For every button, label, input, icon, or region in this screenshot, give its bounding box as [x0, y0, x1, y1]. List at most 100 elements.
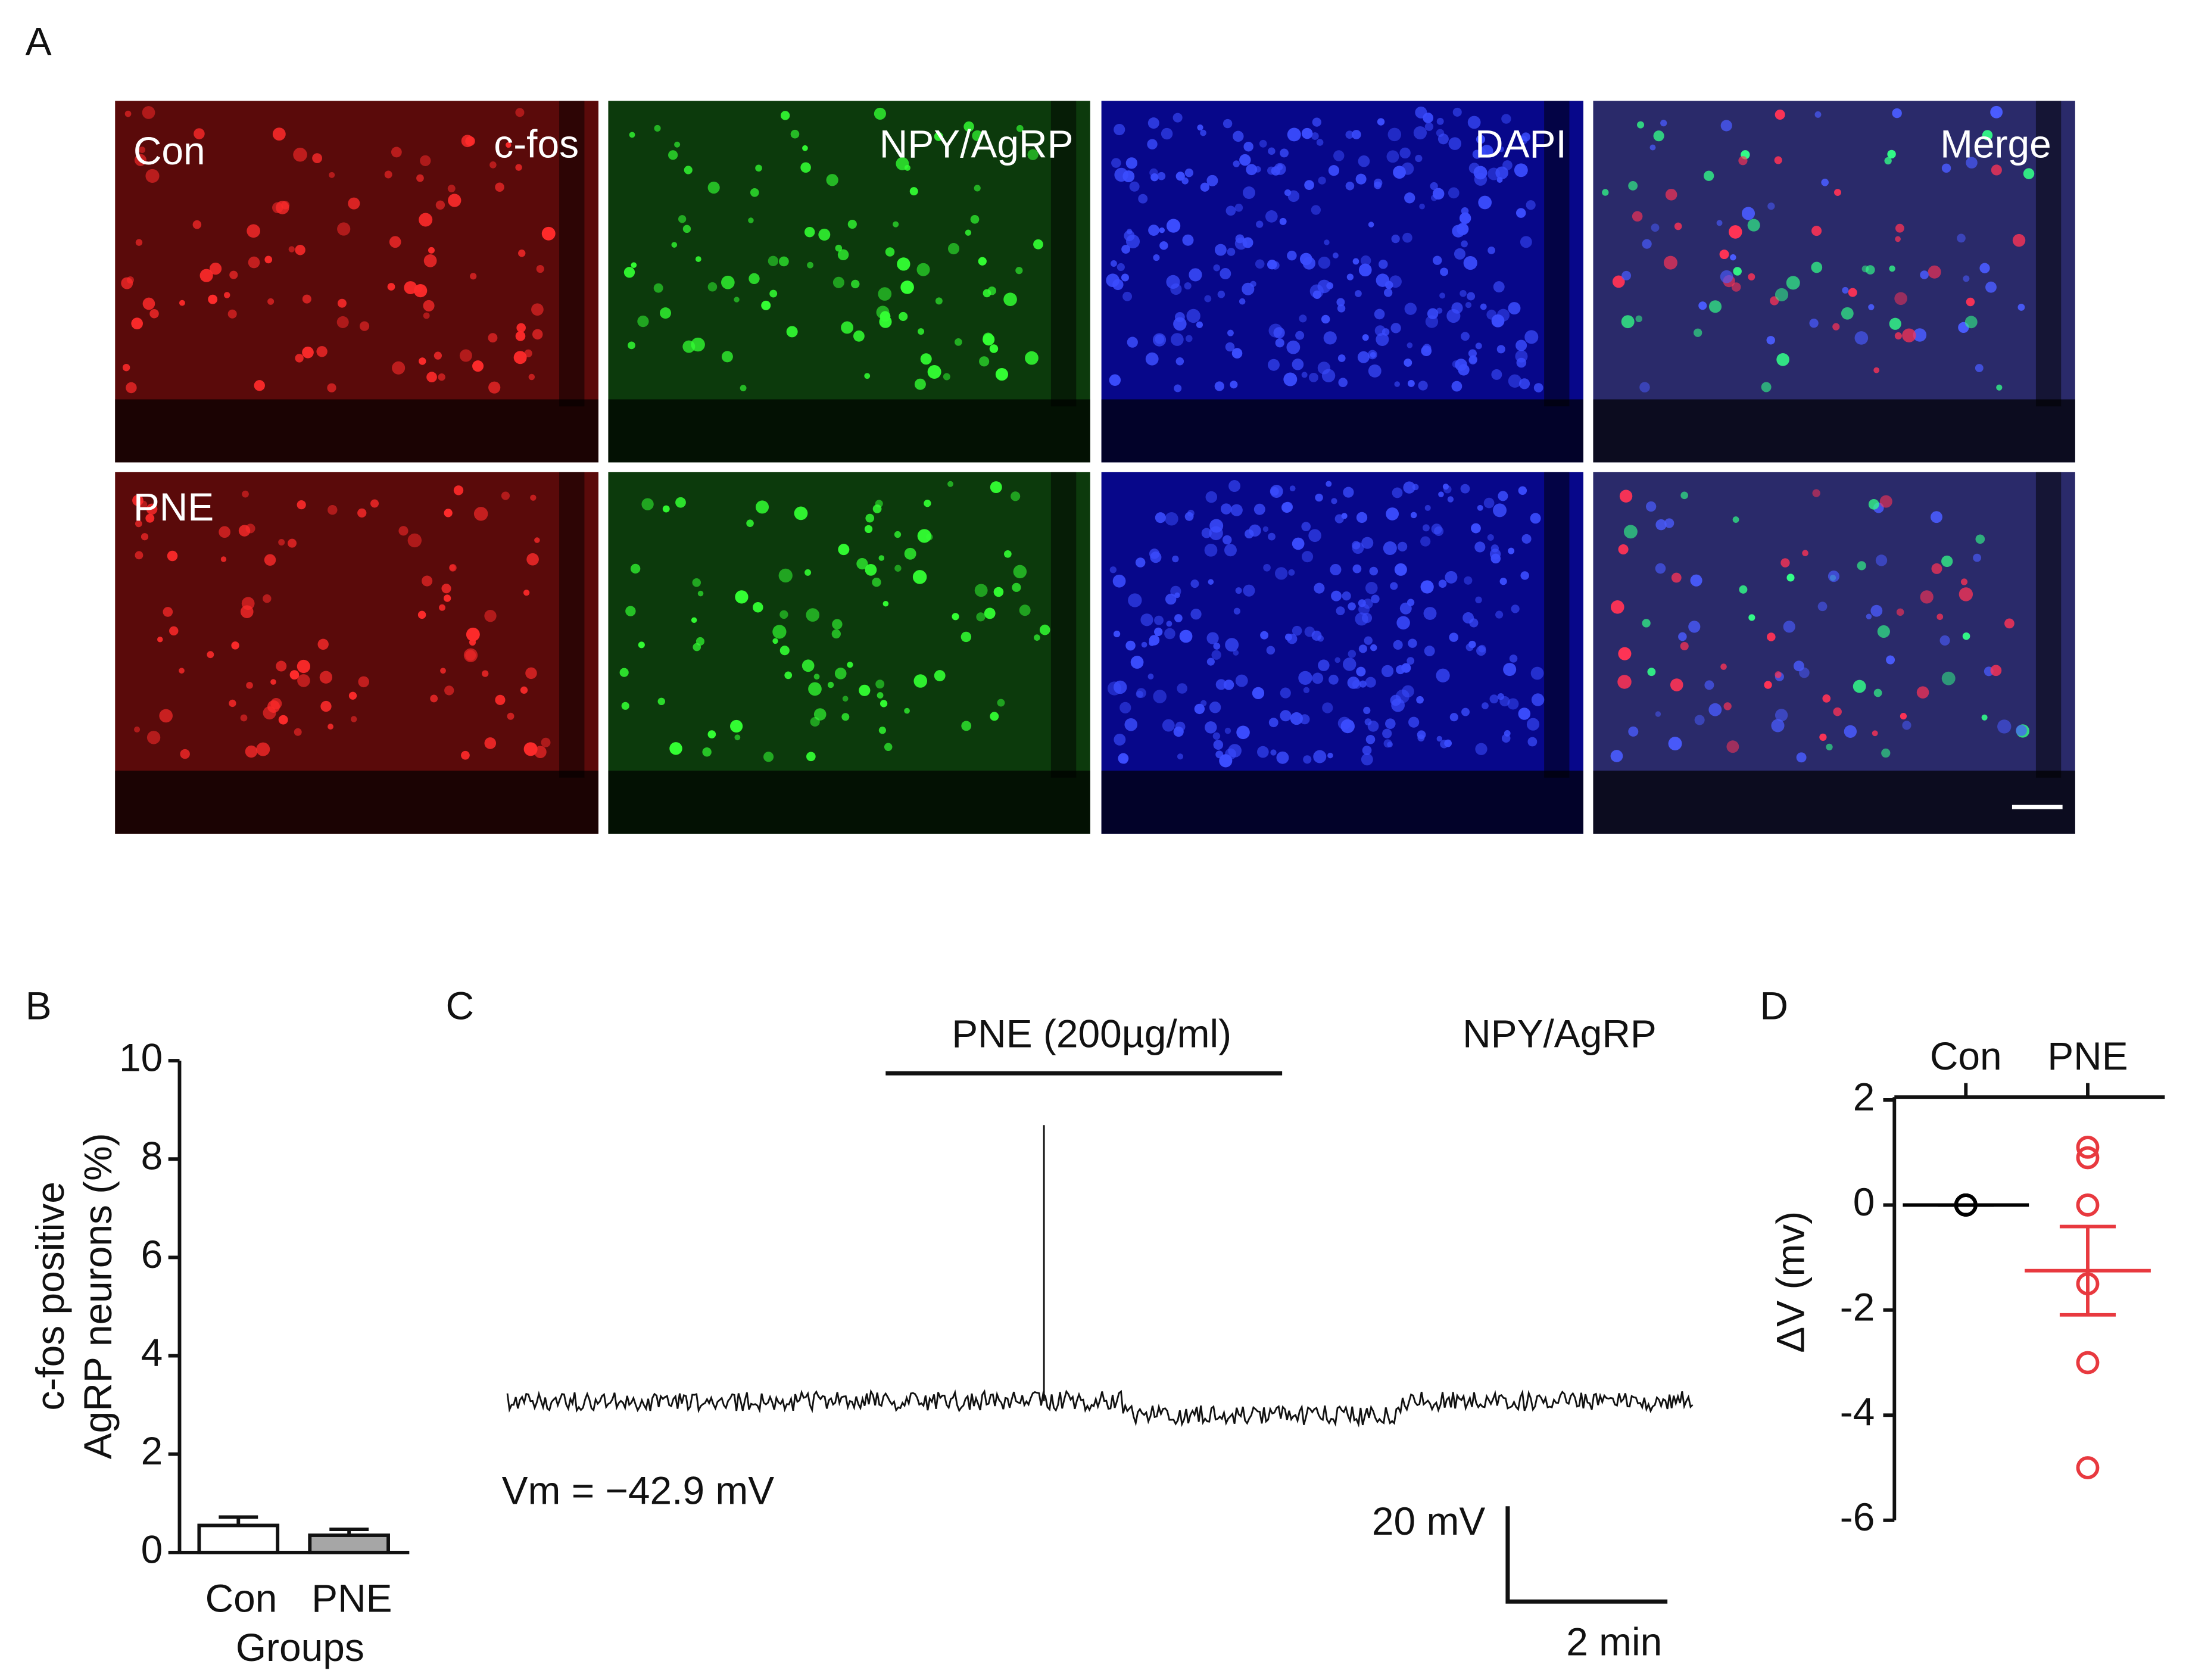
- cell: [893, 221, 899, 227]
- cell: [1147, 117, 1159, 129]
- cell: [470, 273, 477, 280]
- cell: [1227, 329, 1234, 336]
- cell: [1678, 632, 1687, 641]
- cell: [818, 229, 831, 241]
- cell: [1520, 236, 1532, 248]
- cell: [287, 538, 297, 548]
- cell: [146, 731, 161, 744]
- cell: [242, 490, 249, 498]
- data-point: [2076, 1135, 2100, 1159]
- cell: [1900, 713, 1907, 720]
- cell: [721, 351, 733, 363]
- cell: [947, 243, 960, 255]
- cell: [518, 250, 526, 257]
- cell: [142, 106, 155, 119]
- cell: [1941, 555, 1953, 568]
- cell: [1468, 640, 1476, 649]
- cell: [1004, 550, 1012, 558]
- cell: [1821, 178, 1829, 186]
- cell: [1618, 544, 1629, 555]
- cell: [1451, 381, 1462, 392]
- cell: [623, 267, 635, 278]
- cell: [1225, 205, 1236, 216]
- cell: [1337, 354, 1346, 362]
- cell: [1268, 359, 1280, 371]
- cell: [423, 254, 437, 267]
- cell: [806, 608, 820, 622]
- cell: [1109, 566, 1117, 573]
- cell: [1720, 270, 1733, 283]
- panel-label: A: [26, 20, 52, 64]
- micrograph: [1101, 472, 1583, 834]
- cell: [179, 668, 185, 674]
- cell: [1690, 574, 1702, 587]
- cell: [734, 734, 741, 741]
- cell: [1154, 615, 1164, 625]
- cell: [1347, 677, 1360, 689]
- cell: [806, 752, 816, 762]
- cell: [1225, 342, 1235, 352]
- cell: [934, 132, 943, 141]
- cell: [1177, 753, 1184, 760]
- cell: [541, 226, 556, 241]
- cell: [1660, 120, 1667, 127]
- cell: [1408, 638, 1417, 648]
- cell: [1962, 632, 1970, 640]
- cell: [526, 553, 539, 566]
- cell: [1619, 490, 1633, 503]
- cell: [1301, 551, 1314, 563]
- cell: [423, 300, 435, 311]
- cell: [1475, 743, 1488, 755]
- cell: [1881, 748, 1891, 758]
- cell: [876, 306, 890, 319]
- cell: [1301, 127, 1313, 139]
- cell: [1896, 608, 1904, 616]
- cell: [1220, 503, 1232, 515]
- cell: [897, 257, 910, 271]
- cell: [241, 597, 255, 610]
- cell: [1632, 211, 1643, 222]
- cell: [1748, 614, 1755, 621]
- cell: [1217, 291, 1225, 298]
- cell: [1011, 491, 1021, 501]
- cell: [1868, 304, 1875, 310]
- cell: [1461, 240, 1468, 248]
- cell: [1256, 746, 1269, 758]
- cell: [1452, 360, 1460, 368]
- cell: [1853, 680, 1866, 693]
- ventricle: [559, 472, 585, 778]
- cell: [370, 499, 379, 508]
- cell: [488, 333, 498, 343]
- cell: [984, 607, 996, 619]
- cell: [1449, 713, 1458, 722]
- cell: [1374, 308, 1385, 320]
- cell: [1775, 671, 1782, 678]
- cell: [297, 674, 310, 687]
- cell: [1287, 127, 1301, 142]
- cell: [1467, 292, 1476, 301]
- cell: [1732, 516, 1739, 523]
- cell: [934, 670, 946, 681]
- ventricle: [2035, 101, 2062, 407]
- cell: [422, 575, 433, 587]
- cell: [1228, 480, 1241, 492]
- cell: [838, 544, 850, 556]
- cell: [1474, 173, 1488, 186]
- panel-label: B: [26, 983, 52, 1027]
- cell: [1719, 250, 1729, 260]
- cell: [1688, 621, 1701, 633]
- ventricle: [2035, 472, 2062, 778]
- cell: [1012, 582, 1021, 592]
- cell: [1213, 740, 1224, 750]
- column-label: Merge: [1940, 121, 2051, 166]
- cell: [1623, 525, 1638, 539]
- cell: [1452, 107, 1462, 117]
- cell: [807, 261, 813, 269]
- cell: [1775, 288, 1789, 301]
- cell: [256, 742, 270, 756]
- cell: [1651, 223, 1660, 232]
- cell: [804, 226, 815, 238]
- cell: [1618, 647, 1632, 660]
- cell: [1323, 331, 1337, 345]
- cell: [1147, 674, 1154, 680]
